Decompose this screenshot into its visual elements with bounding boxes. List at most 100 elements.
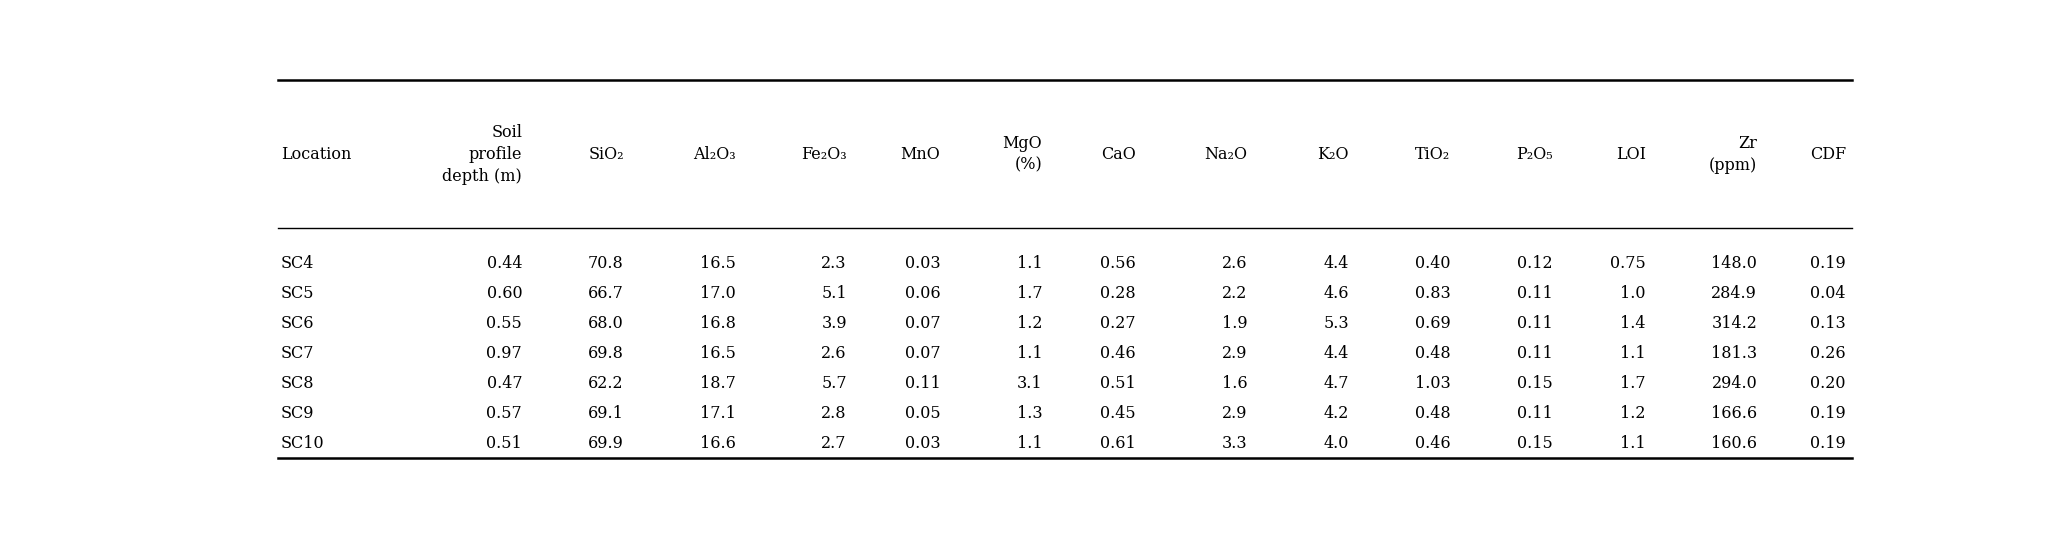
Text: 0.11: 0.11: [1517, 405, 1552, 422]
Text: 1.2: 1.2: [1017, 315, 1042, 332]
Text: 0.06: 0.06: [905, 285, 940, 302]
Text: 0.11: 0.11: [1517, 315, 1552, 332]
Text: 0.03: 0.03: [905, 434, 940, 451]
Text: MgO
(%): MgO (%): [1002, 135, 1042, 174]
Text: 0.07: 0.07: [905, 315, 940, 332]
Text: 1.9: 1.9: [1222, 315, 1246, 332]
Text: 4.0: 4.0: [1323, 434, 1350, 451]
Text: 166.6: 166.6: [1711, 405, 1757, 422]
Text: 1.2: 1.2: [1621, 405, 1645, 422]
Text: 0.12: 0.12: [1517, 255, 1552, 272]
Text: 16.6: 16.6: [699, 434, 736, 451]
Text: 4.7: 4.7: [1323, 375, 1350, 392]
Text: 0.55: 0.55: [486, 315, 523, 332]
Text: 0.15: 0.15: [1517, 434, 1552, 451]
Text: Location: Location: [281, 146, 351, 163]
Text: 16.5: 16.5: [699, 345, 736, 362]
Text: 0.40: 0.40: [1416, 255, 1451, 272]
Text: 5.3: 5.3: [1323, 315, 1350, 332]
Text: 2.8: 2.8: [821, 405, 847, 422]
Text: K₂O: K₂O: [1317, 146, 1350, 163]
Text: 2.6: 2.6: [821, 345, 847, 362]
Text: 1.7: 1.7: [1017, 285, 1042, 302]
Text: 0.11: 0.11: [905, 375, 940, 392]
Text: MnO: MnO: [901, 146, 940, 163]
Text: 0.19: 0.19: [1811, 255, 1846, 272]
Text: 2.9: 2.9: [1222, 405, 1246, 422]
Text: 294.0: 294.0: [1711, 375, 1757, 392]
Text: 0.48: 0.48: [1416, 405, 1451, 422]
Text: 3.1: 3.1: [1017, 375, 1042, 392]
Text: 0.07: 0.07: [905, 345, 940, 362]
Text: 3.3: 3.3: [1222, 434, 1246, 451]
Text: 0.69: 0.69: [1414, 315, 1451, 332]
Text: CaO: CaO: [1102, 146, 1135, 163]
Text: 0.97: 0.97: [486, 345, 523, 362]
Text: P₂O₅: P₂O₅: [1515, 146, 1552, 163]
Text: 284.9: 284.9: [1711, 285, 1757, 302]
Text: SC6: SC6: [281, 315, 314, 332]
Text: 1.1: 1.1: [1621, 345, 1645, 362]
Text: Na₂O: Na₂O: [1205, 146, 1246, 163]
Text: 4.4: 4.4: [1323, 255, 1350, 272]
Text: 3.9: 3.9: [821, 315, 847, 332]
Text: 62.2: 62.2: [589, 375, 624, 392]
Text: 0.44: 0.44: [486, 255, 523, 272]
Text: 0.26: 0.26: [1811, 345, 1846, 362]
Text: SiO₂: SiO₂: [589, 146, 624, 163]
Text: 5.7: 5.7: [821, 375, 847, 392]
Text: 160.6: 160.6: [1711, 434, 1757, 451]
Text: SC8: SC8: [281, 375, 314, 392]
Text: 0.56: 0.56: [1100, 255, 1135, 272]
Text: Zr
(ppm): Zr (ppm): [1709, 135, 1757, 174]
Text: 0.19: 0.19: [1811, 405, 1846, 422]
Text: 69.8: 69.8: [587, 345, 624, 362]
Text: CDF: CDF: [1811, 146, 1846, 163]
Text: 69.9: 69.9: [587, 434, 624, 451]
Text: 1.0: 1.0: [1621, 285, 1645, 302]
Text: 0.61: 0.61: [1100, 434, 1135, 451]
Text: 0.20: 0.20: [1811, 375, 1846, 392]
Text: 1.1: 1.1: [1621, 434, 1645, 451]
Text: 0.48: 0.48: [1416, 345, 1451, 362]
Text: 69.1: 69.1: [587, 405, 624, 422]
Text: 4.2: 4.2: [1323, 405, 1350, 422]
Text: 0.13: 0.13: [1811, 315, 1846, 332]
Text: 4.4: 4.4: [1323, 345, 1350, 362]
Text: 1.03: 1.03: [1414, 375, 1451, 392]
Text: SC5: SC5: [281, 285, 314, 302]
Text: 0.51: 0.51: [1100, 375, 1135, 392]
Text: 0.15: 0.15: [1517, 375, 1552, 392]
Text: 0.11: 0.11: [1517, 345, 1552, 362]
Text: 0.45: 0.45: [1100, 405, 1135, 422]
Text: 0.04: 0.04: [1811, 285, 1846, 302]
Text: 1.3: 1.3: [1017, 405, 1042, 422]
Text: 0.05: 0.05: [905, 405, 940, 422]
Text: 0.46: 0.46: [1100, 345, 1135, 362]
Text: 148.0: 148.0: [1711, 255, 1757, 272]
Text: SC10: SC10: [281, 434, 325, 451]
Text: SC9: SC9: [281, 405, 314, 422]
Text: 70.8: 70.8: [589, 255, 624, 272]
Text: 0.57: 0.57: [486, 405, 523, 422]
Text: 314.2: 314.2: [1711, 315, 1757, 332]
Text: 66.7: 66.7: [587, 285, 624, 302]
Text: 0.19: 0.19: [1811, 434, 1846, 451]
Text: 1.1: 1.1: [1017, 255, 1042, 272]
Text: 1.1: 1.1: [1017, 345, 1042, 362]
Text: 0.46: 0.46: [1416, 434, 1451, 451]
Text: Soil
profile
depth (m): Soil profile depth (m): [442, 124, 523, 185]
Text: 0.47: 0.47: [486, 375, 523, 392]
Text: 2.6: 2.6: [1222, 255, 1246, 272]
Text: 2.3: 2.3: [821, 255, 847, 272]
Text: 0.28: 0.28: [1100, 285, 1135, 302]
Text: 4.6: 4.6: [1323, 285, 1350, 302]
Text: 1.6: 1.6: [1222, 375, 1246, 392]
Text: Fe₂O₃: Fe₂O₃: [802, 146, 847, 163]
Text: LOI: LOI: [1616, 146, 1645, 163]
Text: 0.11: 0.11: [1517, 285, 1552, 302]
Text: 0.03: 0.03: [905, 255, 940, 272]
Text: 0.27: 0.27: [1100, 315, 1135, 332]
Text: 2.7: 2.7: [821, 434, 847, 451]
Text: 0.60: 0.60: [486, 285, 523, 302]
